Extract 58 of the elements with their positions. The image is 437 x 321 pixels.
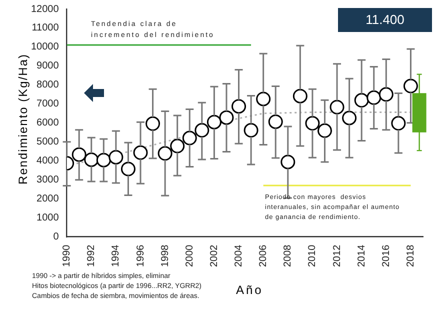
- x-tick-label: 2010: [307, 244, 318, 268]
- y-tick-label: 12000: [30, 4, 60, 15]
- y-tick-label: 1000: [36, 212, 60, 224]
- y-tick-label: 6000: [36, 118, 60, 129]
- point: [330, 100, 344, 114]
- y-tick-label: 2000: [36, 194, 60, 205]
- x-tick-label: 2002: [208, 244, 220, 268]
- point: [96, 152, 111, 168]
- y-tick-label: 9000: [36, 60, 60, 72]
- y-tick-label: 5000: [36, 136, 60, 148]
- point: [84, 152, 99, 167]
- x-tick-label: 1990: [62, 244, 73, 268]
- point: [280, 154, 296, 170]
- x-tick-label: 2004: [234, 244, 245, 268]
- x-tick-label: 1996: [135, 244, 146, 268]
- x-axis-title: Año: [236, 283, 264, 297]
- x-tick-label: 2014: [356, 244, 368, 268]
- x-tick-label: 2018: [405, 244, 416, 268]
- point: [194, 123, 210, 138]
- point: [182, 130, 197, 146]
- x-tick-label: 1998: [160, 244, 171, 268]
- x-tick-label: 2000: [184, 244, 196, 268]
- y-tick-label: 3000: [36, 174, 60, 186]
- point: [170, 138, 185, 154]
- y-tick-label: 10000: [30, 42, 60, 53]
- x-tick-label: 2016: [380, 244, 392, 268]
- y-tick-label: 0: [53, 232, 60, 243]
- point: [391, 116, 406, 131]
- point: [133, 145, 148, 160]
- x-tick-label: 2012: [332, 244, 343, 268]
- point: [256, 92, 271, 106]
- x-tick-label: 1994: [110, 244, 122, 268]
- point: [206, 114, 222, 130]
- point: [354, 93, 369, 108]
- y-tick-label: 8000: [36, 80, 60, 91]
- point: [108, 150, 124, 164]
- point: [378, 87, 394, 102]
- point: [219, 110, 234, 125]
- y-tick-label: 7000: [36, 98, 60, 110]
- point: [305, 116, 320, 131]
- y-axis-title: Rendimiento (Kg/Ha): [16, 52, 30, 187]
- point: [366, 90, 382, 105]
- point: [120, 162, 136, 176]
- point: [268, 114, 283, 129]
- point: [403, 78, 418, 94]
- y-tick-label: 11000: [32, 22, 60, 34]
- x-tick-label: 1992: [86, 244, 98, 268]
- x-tick-label: 2008: [282, 244, 294, 268]
- point: [292, 88, 308, 104]
- point: [244, 123, 258, 138]
- point: [146, 116, 160, 131]
- point: [158, 146, 172, 161]
- point: [232, 99, 246, 114]
- point: [342, 110, 357, 126]
- point: [317, 123, 332, 138]
- x-tick-label: 2006: [258, 244, 270, 268]
- point: [72, 147, 86, 162]
- y-tick-label: 4000: [36, 156, 60, 167]
